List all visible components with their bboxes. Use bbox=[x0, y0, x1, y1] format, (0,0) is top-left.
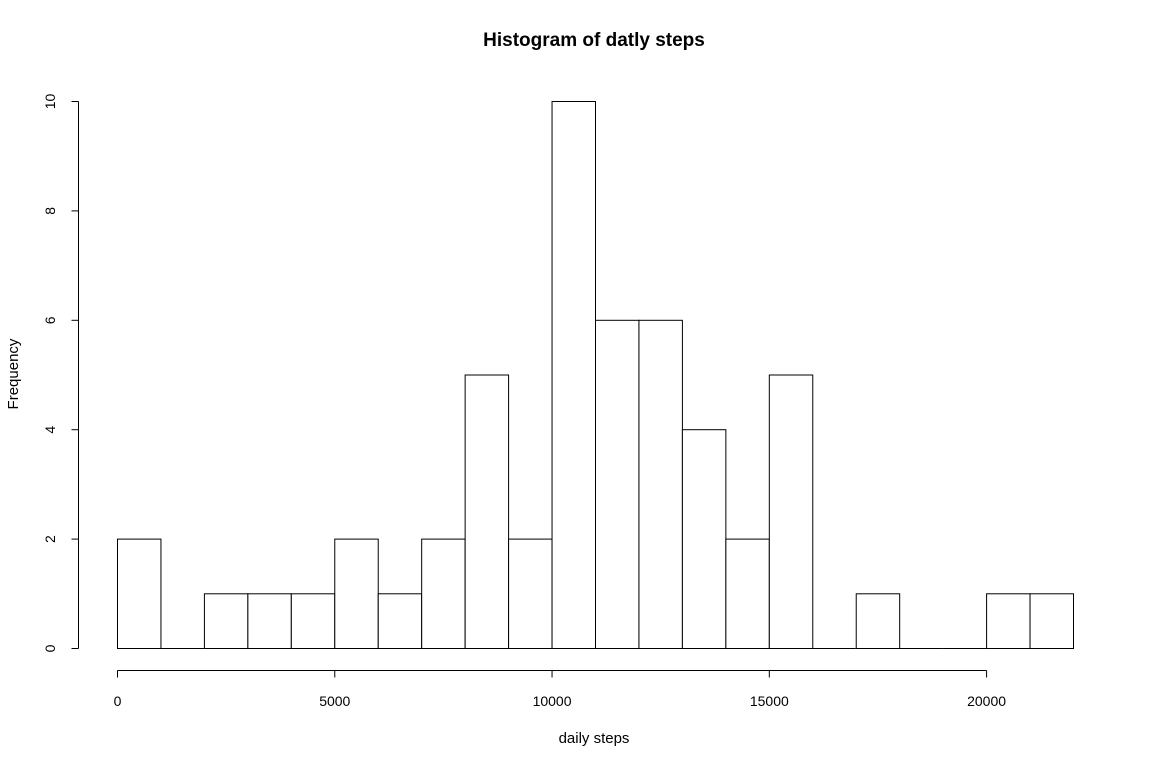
x-tick-label: 0 bbox=[114, 693, 122, 709]
y-tick-label: 4 bbox=[42, 426, 58, 434]
histogram-bar bbox=[508, 538, 553, 649]
x-tick-label: 20000 bbox=[967, 693, 1006, 709]
histogram-bar bbox=[117, 538, 162, 649]
histogram-bar bbox=[855, 593, 901, 649]
histogram-bar bbox=[1029, 593, 1074, 649]
histogram-bar bbox=[290, 593, 336, 649]
histogram-bar bbox=[203, 593, 249, 649]
y-tick-label: 10 bbox=[42, 94, 58, 110]
x-axis: 0 5000 10000 15000 20000 bbox=[114, 670, 1006, 709]
histogram-bar bbox=[247, 593, 292, 649]
y-tick-label: 6 bbox=[42, 316, 58, 324]
histogram-bar bbox=[638, 319, 683, 649]
histogram-bar bbox=[421, 538, 466, 649]
x-tick-label: 5000 bbox=[319, 693, 350, 709]
histogram-bar bbox=[595, 319, 640, 649]
histogram-bar bbox=[986, 593, 1031, 649]
bars-group bbox=[117, 101, 1074, 650]
chart-title: Histogram of datly steps bbox=[483, 30, 705, 51]
histogram-bar bbox=[334, 538, 379, 649]
histogram-bar bbox=[377, 593, 423, 649]
x-tick-label: 15000 bbox=[750, 693, 789, 709]
x-axis-label: daily steps bbox=[559, 730, 630, 747]
y-axis: 0 2 4 6 8 10 bbox=[42, 94, 79, 652]
x-tick-label: 10000 bbox=[533, 693, 572, 709]
histogram-bar bbox=[464, 374, 510, 649]
y-tick-label: 0 bbox=[42, 644, 58, 652]
y-axis-label: Frequency bbox=[5, 338, 22, 409]
y-tick-label: 2 bbox=[42, 535, 58, 543]
histogram-bar bbox=[768, 374, 814, 649]
histogram-bar bbox=[551, 101, 597, 649]
histogram-bar bbox=[681, 429, 727, 650]
histogram-bar bbox=[725, 538, 770, 649]
y-tick-label: 8 bbox=[42, 207, 58, 215]
